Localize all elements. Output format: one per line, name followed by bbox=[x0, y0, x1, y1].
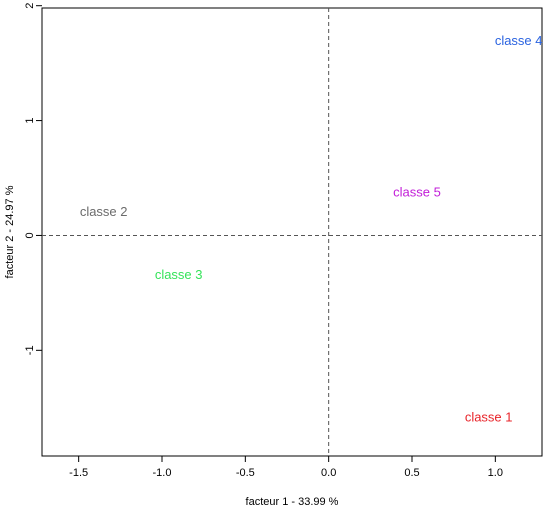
point-label-classe-4: classe 4 bbox=[495, 33, 543, 48]
y-tick-label: 2 bbox=[24, 3, 36, 9]
point-label-classe-2: classe 2 bbox=[80, 204, 128, 219]
y-tick-label: 1 bbox=[24, 118, 36, 124]
y-tick-label: -1 bbox=[24, 345, 36, 355]
point-label-classe-5: classe 5 bbox=[393, 184, 441, 199]
plot-frame bbox=[41, 7, 543, 457]
x-axis: -1.5 -1.0 -0.5 0.0 0.5 1.0 bbox=[69, 456, 503, 479]
y-tick-label: 0 bbox=[24, 232, 36, 238]
y-axis: -1 0 1 2 bbox=[24, 3, 42, 355]
x-tick-label: -1.0 bbox=[153, 467, 172, 479]
y-axis-label: facteur 2 - 24.97 % bbox=[4, 185, 16, 278]
point-label-classe-3: classe 3 bbox=[155, 267, 203, 282]
x-tick-label: 0.0 bbox=[321, 467, 336, 479]
reference-lines bbox=[42, 8, 542, 456]
point-label-classe-1: classe 1 bbox=[465, 410, 513, 425]
x-tick-label: 0.5 bbox=[404, 467, 419, 479]
point-labels: classe 1 classe 2 classe 3 classe 4 classe 5 bbox=[80, 33, 543, 425]
x-tick-label: 1.0 bbox=[488, 467, 503, 479]
x-tick-label: -1.5 bbox=[69, 467, 88, 479]
x-axis-label: facteur 1 - 33.99 % bbox=[246, 496, 339, 508]
x-tick-label: -0.5 bbox=[236, 467, 255, 479]
